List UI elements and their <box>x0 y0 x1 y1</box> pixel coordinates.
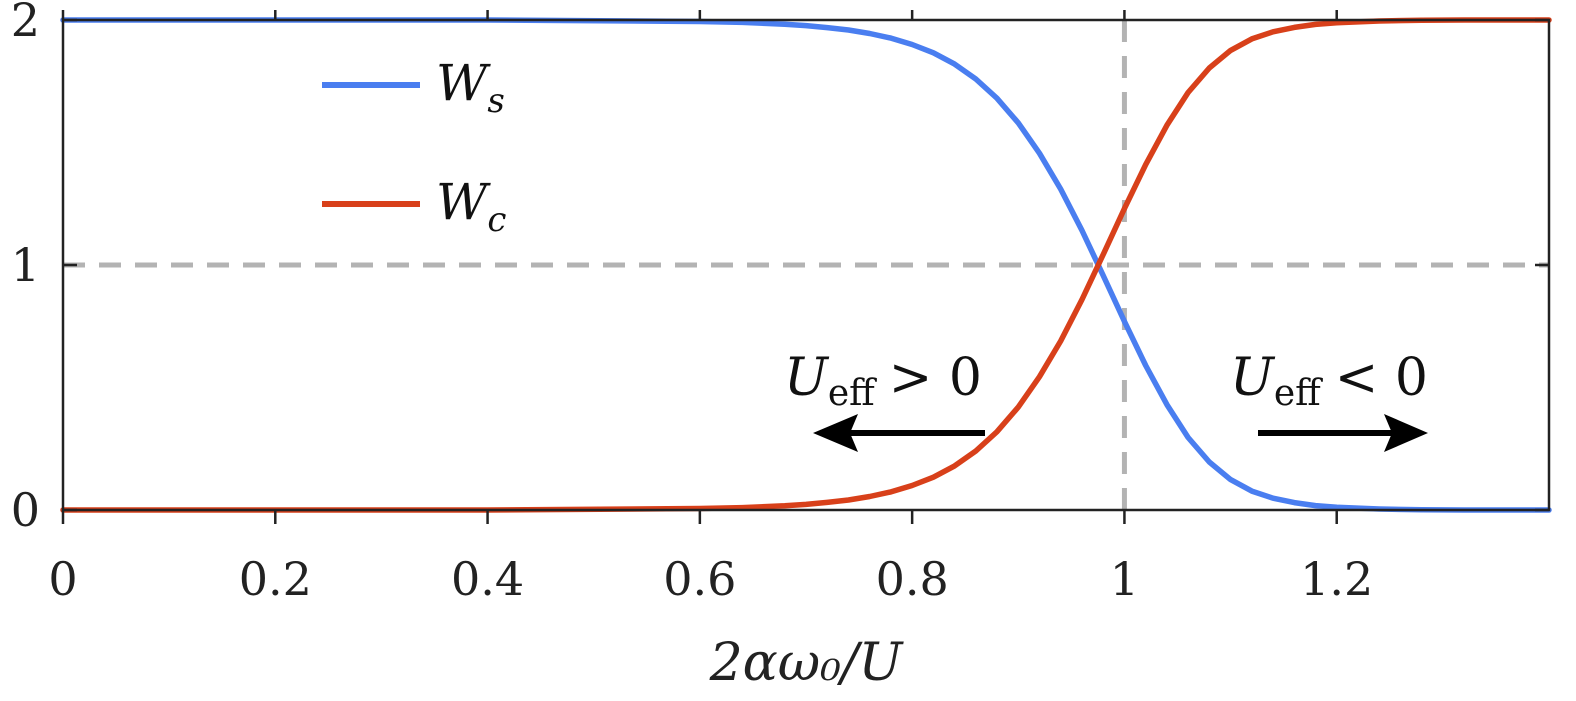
x-tick-label: 0.4 <box>451 552 524 606</box>
legend: Ws Wc <box>322 54 506 240</box>
x-tick-label: 0.8 <box>876 552 949 606</box>
series-lines <box>60 17 1552 513</box>
arrow-left-icon <box>813 414 858 452</box>
x-tick-label: 0.2 <box>239 552 312 606</box>
series-line-w-c <box>60 17 1552 513</box>
y-tick-label: 1 <box>11 238 40 292</box>
legend-label-ws: Ws <box>436 54 505 121</box>
x-tick-label: 1 <box>1110 552 1139 606</box>
annotation-left: Ueff > 0 <box>784 348 985 452</box>
y-tick-label: 0 <box>11 483 40 537</box>
series-line-w-s <box>60 17 1552 513</box>
annotation-right-text: Ueff < 0 <box>1230 348 1428 414</box>
annotation-right: Ueff < 0 <box>1230 348 1428 452</box>
reference-lines <box>63 20 1549 510</box>
arrow-right-icon <box>1384 414 1428 452</box>
ticks <box>61 10 1549 524</box>
x-tick-label: 0.6 <box>663 552 736 606</box>
annotation-left-text: Ueff > 0 <box>784 348 982 414</box>
x-tick-label: 0 <box>48 552 77 606</box>
legend-label-wc: Wc <box>436 173 506 240</box>
x-axis-label: 2αω₀/U <box>709 633 905 693</box>
tick-labels: 0 0.2 0.4 0.6 0.8 1 1.2 0 1 2 <box>11 0 1374 606</box>
y-tick-label: 2 <box>11 0 40 47</box>
x-tick-label: 1.2 <box>1300 552 1373 606</box>
